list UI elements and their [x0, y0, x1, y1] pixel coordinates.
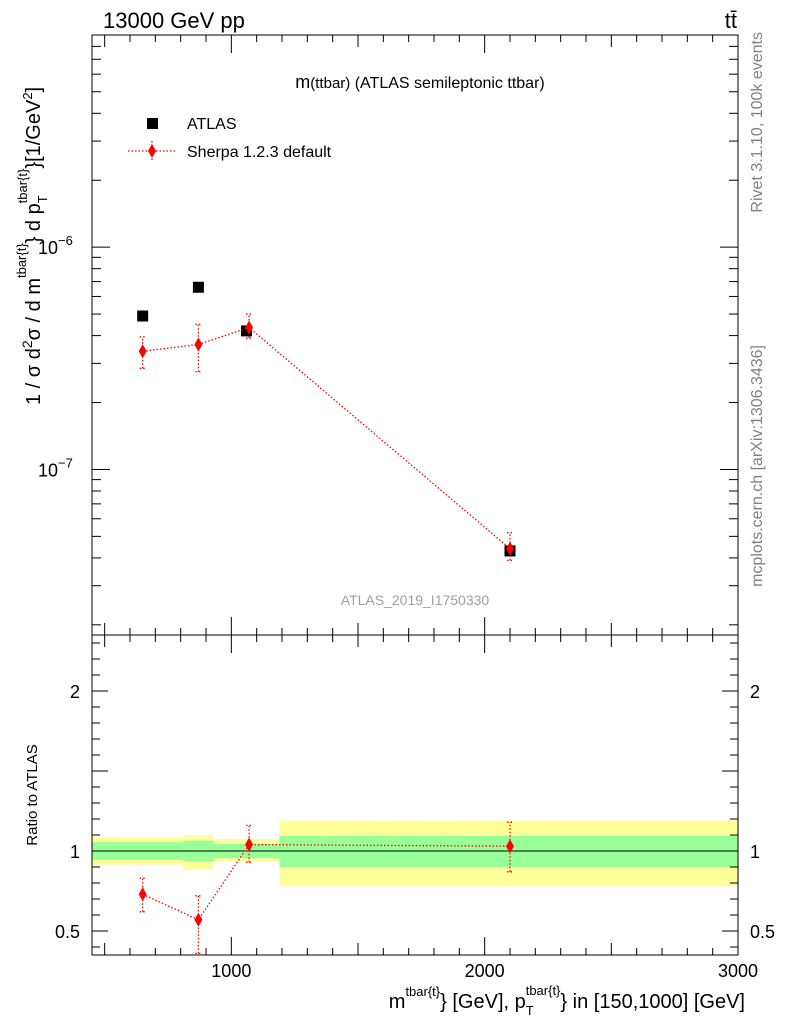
process-label: tt̄ — [725, 8, 737, 33]
legend-atlas-marker — [147, 118, 158, 129]
xlabel-sup-2: tbar{t} — [526, 983, 561, 998]
sherpa-ratio-point — [245, 837, 254, 852]
atlas-data-point — [192, 281, 204, 293]
sherpa-ratio-point — [194, 912, 203, 927]
ylabel-part-2: σ / d m — [23, 278, 45, 340]
xlabel-sup-1: tbar{t} — [405, 984, 440, 999]
x-tick-label: 1000 — [211, 961, 251, 981]
legend-sherpa-label: Sherpa 1.2.3 default — [187, 144, 332, 161]
x-tick-label: 3000 — [718, 961, 758, 981]
ratio-y-tick-label: 0.5 — [55, 922, 80, 942]
ratio-y-tick-label-right: 0.5 — [750, 922, 775, 942]
mcplots-label: mcplots.cern.ch [arXiv:1306.3436] — [749, 345, 766, 587]
sherpa-data-point — [245, 320, 254, 335]
plot-title-rest: (ATLAS semileptonic ttbar) — [350, 75, 544, 92]
ratio-y-tick-label-right: 1 — [750, 842, 760, 862]
ylabel-part-1: 1 / σ d — [23, 348, 45, 405]
ylabel-sup-3: tbar{t} — [15, 168, 30, 203]
ratio-y-tick-label: 2 — [70, 682, 80, 702]
ylabel-part-3: } d p — [23, 203, 45, 243]
ratio-y-axis-label: Ratio to ATLAS — [24, 744, 41, 845]
x-axis-label: mtbar{t}} [GeV], pTtbar{t}} in [150,1000… — [389, 983, 745, 1018]
ratio-y-tick-label-right: 2 — [750, 682, 760, 702]
legend-sherpa-marker — [148, 144, 156, 158]
ylabel-sup-2: tbar{t} — [14, 243, 29, 278]
sherpa-line — [142, 326, 511, 550]
plot-title-small: (ttbar) — [310, 75, 350, 92]
sherpa-data-point — [138, 344, 147, 359]
analysis-watermark: ATLAS_2019_I1750330 — [341, 592, 490, 608]
xlabel-part-2: } [GeV], p — [440, 991, 526, 1013]
x-tick-label: 2000 — [465, 961, 505, 981]
energy-label: 13000 GeV pp — [103, 8, 245, 33]
xlabel-part-1: m — [389, 991, 406, 1013]
ratio-plot-frame — [91, 634, 739, 956]
sherpa-ratio-point — [138, 887, 147, 902]
main-y-tick-label: 10−7 — [38, 455, 73, 480]
main-y-axis-label: 1 / σ d2σ / d mtbar{t}} d pTtbar{t}}[1/G… — [14, 87, 50, 405]
plot-title-prefix: m — [295, 72, 310, 92]
ylabel-sub-1: T — [35, 195, 50, 203]
ylabel-sup-4: 2 — [20, 92, 35, 99]
legend-atlas-label: ATLAS — [187, 116, 237, 133]
ylabel-part-5: ] — [23, 87, 45, 93]
svg-text:1 / σ d2σ / d mtbar{t}} d pTt: 1 / σ d2σ / d mtbar{t}} d pTtbar{t}}[1/G… — [14, 87, 50, 405]
xlabel-part-3: } in [150,1000] [GeV] — [560, 991, 745, 1013]
rivet-label: Rivet 3.1.10, 100k events — [749, 32, 766, 213]
sherpa-data-point — [194, 337, 203, 352]
plot-title: m(ttbar) (ATLAS semileptonic ttbar) — [295, 72, 544, 92]
sherpa-ratio-point — [506, 839, 514, 854]
ylabel-sup-1: 2 — [19, 340, 35, 348]
xlabel-sub-1: T — [526, 1003, 534, 1018]
ratio-y-tick-label: 1 — [70, 842, 80, 862]
ylabel-part-4: }[1/GeV — [23, 99, 45, 169]
atlas-data-point — [241, 325, 253, 337]
main-y-tick-label: 10−6 — [38, 233, 73, 258]
sherpa-data-point — [506, 541, 514, 556]
atlas-data-point — [137, 310, 149, 322]
legend: ATLAS Sherpa 1.2.3 default — [128, 116, 332, 161]
